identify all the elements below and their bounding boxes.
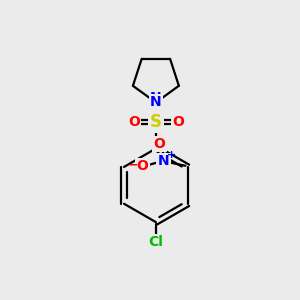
- Text: +: +: [167, 150, 176, 160]
- Text: O: O: [136, 159, 148, 173]
- Text: O: O: [172, 115, 184, 129]
- Text: O: O: [153, 137, 165, 151]
- Text: Cl: Cl: [148, 235, 163, 249]
- Text: −: −: [128, 158, 138, 171]
- Text: S: S: [150, 113, 162, 131]
- Text: O: O: [128, 115, 140, 129]
- Text: N: N: [150, 95, 162, 110]
- Text: N: N: [150, 91, 162, 105]
- Text: N: N: [158, 154, 170, 168]
